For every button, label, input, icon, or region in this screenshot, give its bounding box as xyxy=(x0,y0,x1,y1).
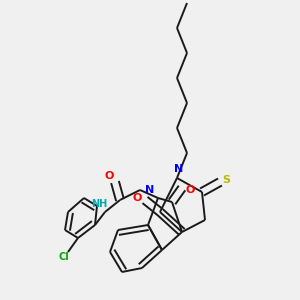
Text: Cl: Cl xyxy=(58,252,69,262)
Text: O: O xyxy=(104,171,114,181)
Text: NH: NH xyxy=(91,199,107,209)
Text: O: O xyxy=(132,193,142,203)
Text: O: O xyxy=(185,185,195,195)
Text: N: N xyxy=(146,185,154,195)
Text: N: N xyxy=(174,164,184,174)
Text: S: S xyxy=(222,175,230,185)
